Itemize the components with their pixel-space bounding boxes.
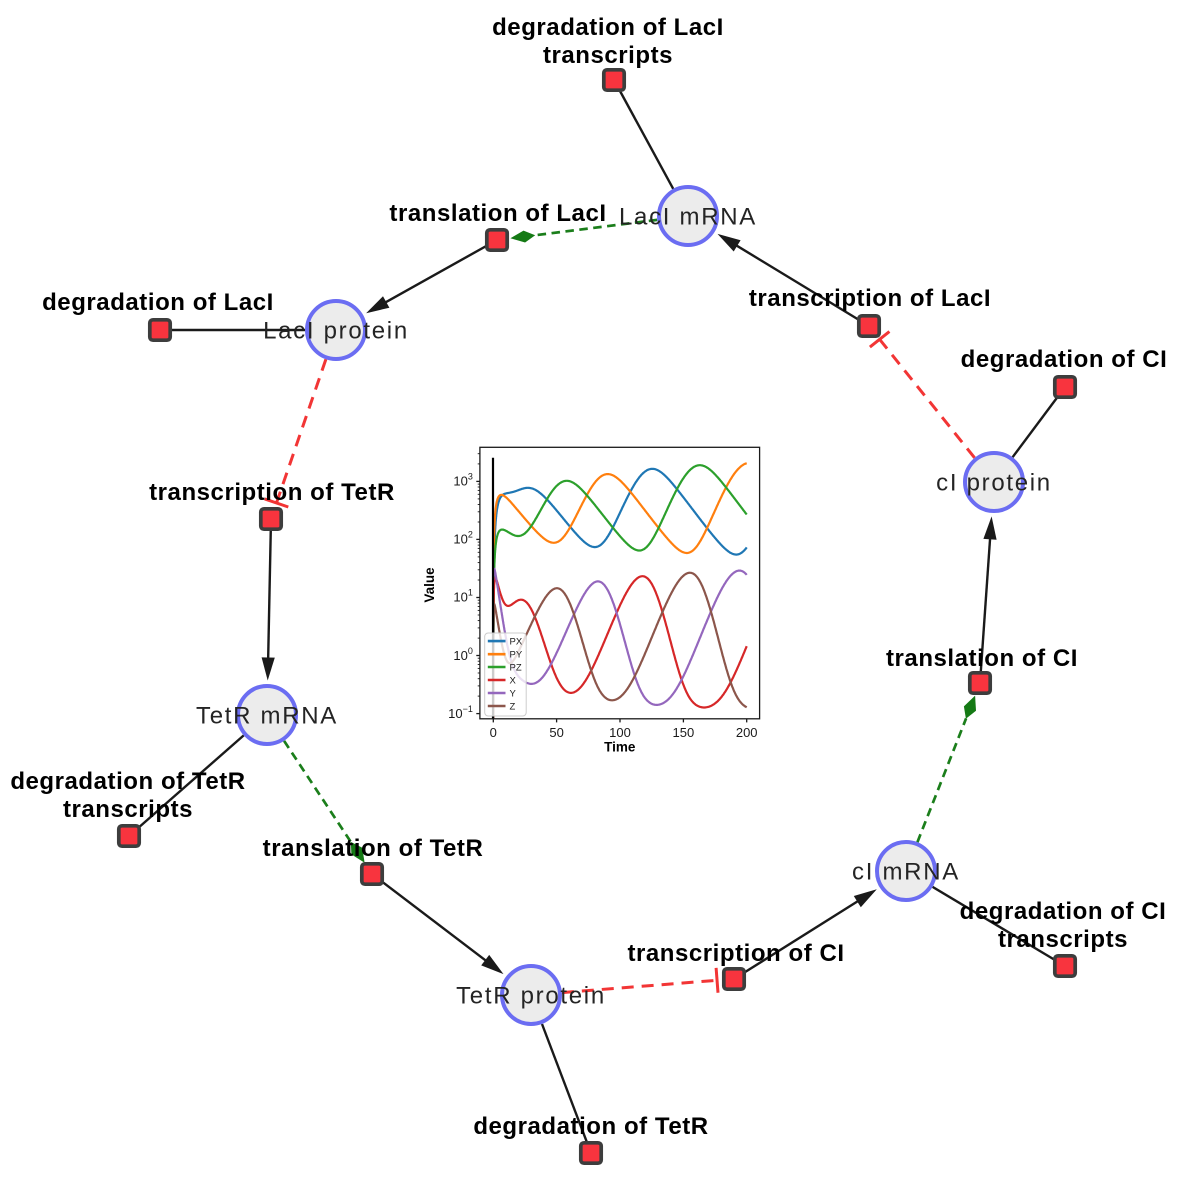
svg-text:103: 103 bbox=[453, 472, 472, 489]
svg-text:50: 50 bbox=[549, 725, 563, 740]
svg-text:PX: PX bbox=[510, 637, 523, 648]
svg-text:degradation of LacI: degradation of LacI bbox=[42, 289, 274, 316]
svg-text:degradation of TetR: degradation of TetR bbox=[10, 768, 245, 795]
svg-text:0: 0 bbox=[490, 725, 497, 740]
svg-text:PZ: PZ bbox=[510, 662, 522, 673]
svg-text:102: 102 bbox=[453, 530, 472, 547]
svg-text:transcription of TetR: transcription of TetR bbox=[149, 479, 395, 506]
svg-text:degradation of CI: degradation of CI bbox=[960, 898, 1167, 925]
svg-text:101: 101 bbox=[453, 588, 472, 605]
svg-text:cI protein: cI protein bbox=[936, 470, 1052, 497]
svg-text:transcripts: transcripts bbox=[998, 926, 1128, 953]
svg-text:100: 100 bbox=[609, 725, 631, 740]
svg-text:Z: Z bbox=[510, 701, 516, 712]
svg-text:TetR mRNA: TetR mRNA bbox=[196, 703, 338, 730]
svg-text:transcripts: transcripts bbox=[63, 796, 193, 823]
svg-text:degradation of LacI: degradation of LacI bbox=[492, 14, 724, 41]
svg-text:LacI protein: LacI protein bbox=[263, 318, 409, 345]
svg-text:Time: Time bbox=[604, 740, 636, 755]
svg-text:translation of LacI: translation of LacI bbox=[389, 200, 606, 227]
svg-text:cI mRNA: cI mRNA bbox=[852, 859, 960, 886]
svg-text:X: X bbox=[510, 675, 517, 686]
svg-text:transcription of LacI: transcription of LacI bbox=[749, 285, 991, 312]
svg-text:200: 200 bbox=[736, 725, 758, 740]
svg-text:10−1: 10−1 bbox=[448, 704, 473, 721]
svg-text:degradation of CI: degradation of CI bbox=[961, 346, 1168, 373]
svg-text:translation of TetR: translation of TetR bbox=[263, 835, 484, 862]
svg-text:150: 150 bbox=[673, 725, 695, 740]
svg-text:Value: Value bbox=[422, 567, 437, 603]
svg-text:transcripts: transcripts bbox=[543, 42, 673, 69]
svg-text:Y: Y bbox=[510, 688, 517, 699]
svg-text:degradation of TetR: degradation of TetR bbox=[473, 1113, 708, 1140]
svg-text:transcription of CI: transcription of CI bbox=[627, 940, 844, 967]
svg-text:translation of CI: translation of CI bbox=[886, 645, 1078, 672]
svg-text:LacI mRNA: LacI mRNA bbox=[619, 204, 757, 231]
svg-text:100: 100 bbox=[453, 646, 472, 663]
svg-text:TetR protein: TetR protein bbox=[456, 983, 606, 1010]
svg-text:PY: PY bbox=[510, 650, 523, 661]
